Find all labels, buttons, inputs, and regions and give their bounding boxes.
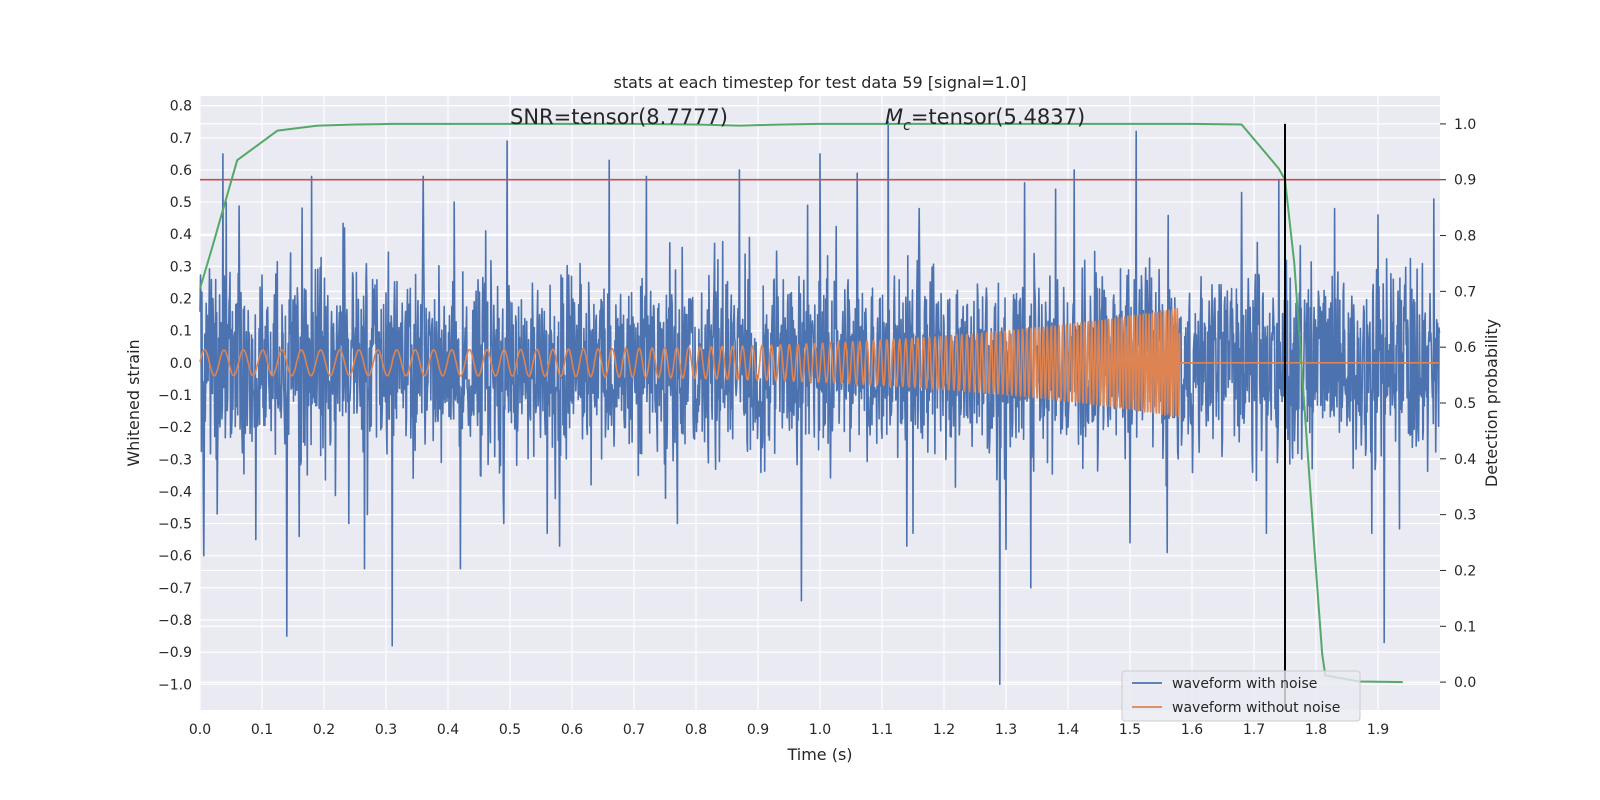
y-tick-label: −0.7 xyxy=(158,581,192,597)
y2-axis-label: Detection probability xyxy=(1482,319,1501,487)
x-axis-ticks: 0.0 0.1 0.2 0.3 0.4 0.5 0.6 0.7 0.8 0.9 1.0 1.1 1.2 1… xyxy=(189,722,1389,738)
x-tick-label: 0.3 xyxy=(375,722,397,738)
clean-waveform-line xyxy=(199,307,1441,417)
x-tick-label: 0.9 xyxy=(747,722,769,738)
y-tick-label: 0.7 xyxy=(170,131,192,147)
y-tick-label: −0.4 xyxy=(158,484,192,500)
x-tick-label: 0.5 xyxy=(499,722,521,738)
snr-annotation: SNR=tensor(8.7777) xyxy=(510,105,728,129)
x-tick-label: 0.2 xyxy=(313,722,335,738)
y-tick-label: 0.5 xyxy=(170,195,192,211)
y-tick-label: −0.6 xyxy=(158,549,192,565)
chirp-mass-subscript: c xyxy=(903,118,911,134)
y2-tick-label: 0.9 xyxy=(1454,173,1476,189)
noisy-waveform-line xyxy=(199,120,1441,686)
y-tick-label: −0.3 xyxy=(158,452,192,468)
y2-tick-label: 0.6 xyxy=(1454,340,1476,356)
y2-tick-label: 0.3 xyxy=(1454,508,1476,524)
x-axis-label: Time (s) xyxy=(786,745,852,764)
y-tick-label: −1.0 xyxy=(158,677,192,693)
y-tick-label: −0.5 xyxy=(158,517,192,533)
y-tick-label: 0.6 xyxy=(170,163,192,179)
x-tick-label: 0.0 xyxy=(189,722,211,738)
chirp-mass-symbol: M xyxy=(885,105,903,129)
y-tick-label: −0.2 xyxy=(158,420,192,436)
x-tick-label: 1.6 xyxy=(1181,722,1203,738)
y-tick-label: 0.3 xyxy=(170,259,192,275)
y2-axis-ticks: 1.0 0.9 0.8 0.7 0.6 0.5 0.4 0.3 0.2 0.1 0.0 xyxy=(1440,117,1476,691)
y2-tick-label: 0.4 xyxy=(1454,452,1476,468)
x-tick-label: 1.2 xyxy=(933,722,955,738)
x-tick-label: 0.1 xyxy=(251,722,273,738)
legend-box xyxy=(1121,670,1361,722)
x-tick-label: 1.8 xyxy=(1305,722,1327,738)
x-tick-label: 1.1 xyxy=(871,722,893,738)
x-tick-label: 0.8 xyxy=(685,722,707,738)
chirp-mass-value: =tensor(5.4837) xyxy=(911,105,1085,129)
legend-label-clean: waveform without noise xyxy=(1172,700,1340,716)
legend-label-noisy: waveform with noise xyxy=(1172,676,1317,692)
y2-tick-label: 1.0 xyxy=(1454,117,1476,133)
y-tick-label: 0.2 xyxy=(170,292,192,308)
y-tick-label: −0.1 xyxy=(158,388,192,404)
y2-tick-label: 0.1 xyxy=(1454,619,1476,635)
y2-tick-label: 0.2 xyxy=(1454,563,1476,579)
y-tick-label: 0.0 xyxy=(170,356,192,372)
x-tick-label: 1.0 xyxy=(809,722,831,738)
y2-tick-label: 0.8 xyxy=(1454,229,1476,245)
y-axis-label: Whitened strain xyxy=(124,339,143,466)
y-tick-label: 0.4 xyxy=(170,227,192,243)
x-tick-label: 1.5 xyxy=(1119,722,1141,738)
x-tick-label: 0.6 xyxy=(561,722,583,738)
y2-tick-label: 0.7 xyxy=(1454,284,1476,300)
x-tick-label: 1.4 xyxy=(1057,722,1079,738)
plot-title: stats at each timestep for test data 59 … xyxy=(614,73,1027,92)
detection-probability-line xyxy=(199,122,1403,684)
legend: waveform with noise waveform without noi… xyxy=(1121,670,1361,722)
y-tick-label: 0.1 xyxy=(170,324,192,340)
x-tick-label: 1.9 xyxy=(1367,722,1389,738)
x-tick-label: 0.4 xyxy=(437,722,459,738)
y-axis-ticks: 0.8 0.7 0.6 0.5 0.4 0.3 0.2 0.1 0.0 −0.1 −0.2 −0.3 −… xyxy=(158,99,192,694)
y2-tick-label: 0.5 xyxy=(1454,396,1476,412)
y-tick-label: 0.8 xyxy=(170,99,192,115)
x-tick-label: 1.7 xyxy=(1243,722,1265,738)
x-tick-label: 1.3 xyxy=(995,722,1017,738)
chirp-mass-annotation: Mc=tensor(5.4837) xyxy=(885,105,1085,134)
x-tick-label: 0.7 xyxy=(623,722,645,738)
y2-tick-label: 0.0 xyxy=(1454,675,1476,691)
y-tick-label: −0.9 xyxy=(158,645,192,661)
series-layer xyxy=(199,120,1441,710)
y-tick-label: −0.8 xyxy=(158,613,192,629)
